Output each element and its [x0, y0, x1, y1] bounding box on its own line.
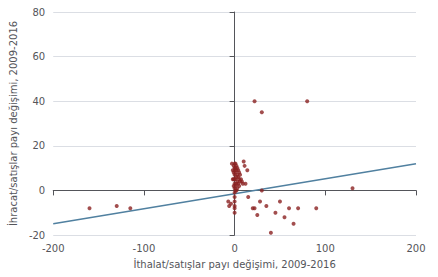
- svg-text:40: 40: [32, 96, 45, 107]
- svg-text:İthalat/satışlar payı değişimi: İthalat/satışlar payı değişimi, 2009-201…: [133, 258, 335, 270]
- svg-text:20: 20: [32, 140, 45, 151]
- svg-text:0: 0: [39, 185, 45, 196]
- svg-text:-200: -200: [42, 243, 65, 254]
- svg-text:200: 200: [406, 243, 425, 254]
- svg-text:80: 80: [32, 7, 45, 18]
- svg-text:100: 100: [316, 243, 335, 254]
- svg-text:İhracat/satışlar payı değişimi: İhracat/satışlar payı değişimi, 2009-201…: [7, 21, 19, 226]
- svg-text:-100: -100: [133, 243, 156, 254]
- svg-text:60: 60: [32, 51, 45, 62]
- svg-text:-20: -20: [29, 230, 45, 241]
- svg-text:0: 0: [231, 243, 237, 254]
